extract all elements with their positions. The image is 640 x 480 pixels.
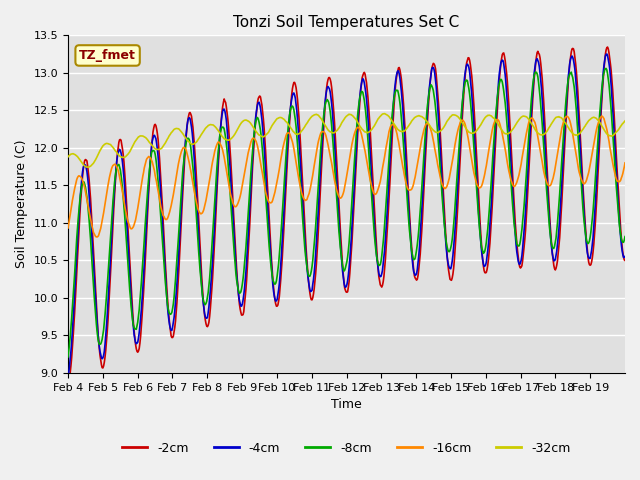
X-axis label: Time: Time: [331, 398, 362, 411]
Y-axis label: Soil Temperature (C): Soil Temperature (C): [15, 140, 28, 268]
Title: Tonzi Soil Temperatures Set C: Tonzi Soil Temperatures Set C: [234, 15, 460, 30]
Text: TZ_fmet: TZ_fmet: [79, 49, 136, 62]
Legend: -2cm, -4cm, -8cm, -16cm, -32cm: -2cm, -4cm, -8cm, -16cm, -32cm: [117, 436, 576, 459]
